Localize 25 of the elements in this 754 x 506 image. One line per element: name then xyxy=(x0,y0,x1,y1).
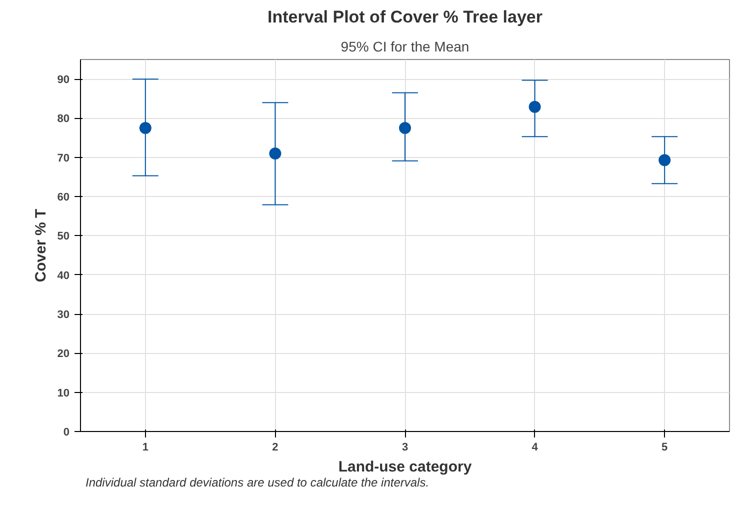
point xyxy=(399,122,411,134)
y-tick-label: 70 xyxy=(57,152,70,164)
y-tick-label: 90 xyxy=(57,74,70,86)
y-tick-label: 50 xyxy=(57,230,70,243)
x-tick-label: 5 xyxy=(662,442,668,454)
y-axis-title: Cover % T xyxy=(32,208,50,282)
point xyxy=(139,122,152,134)
x-tick-label: 4 xyxy=(532,442,539,454)
y-tick-label: 0 xyxy=(63,426,70,438)
y-tick-label: 40 xyxy=(57,270,70,282)
x-tick-label: 1 xyxy=(142,442,148,454)
point xyxy=(528,100,541,113)
x-axis-title: Land-use category xyxy=(338,458,472,476)
y-tick-label: 10 xyxy=(57,387,70,400)
point xyxy=(658,154,671,166)
x-tick-label: 2 xyxy=(272,442,278,454)
chart-subtitle: 95% CI for the Mean xyxy=(340,38,470,54)
point xyxy=(269,147,282,160)
y-tick-label: 60 xyxy=(57,192,70,204)
text: Individual standard deviations are used to calculate the intervals. xyxy=(86,476,430,490)
x-tick-label: 3 xyxy=(402,442,408,454)
y-tick-label: 30 xyxy=(57,309,70,322)
y-tick-label: 80 xyxy=(57,113,70,126)
chart-title: Interval Plot of Cover % Tree layer xyxy=(268,8,543,26)
y-tick-label: 20 xyxy=(57,348,70,360)
